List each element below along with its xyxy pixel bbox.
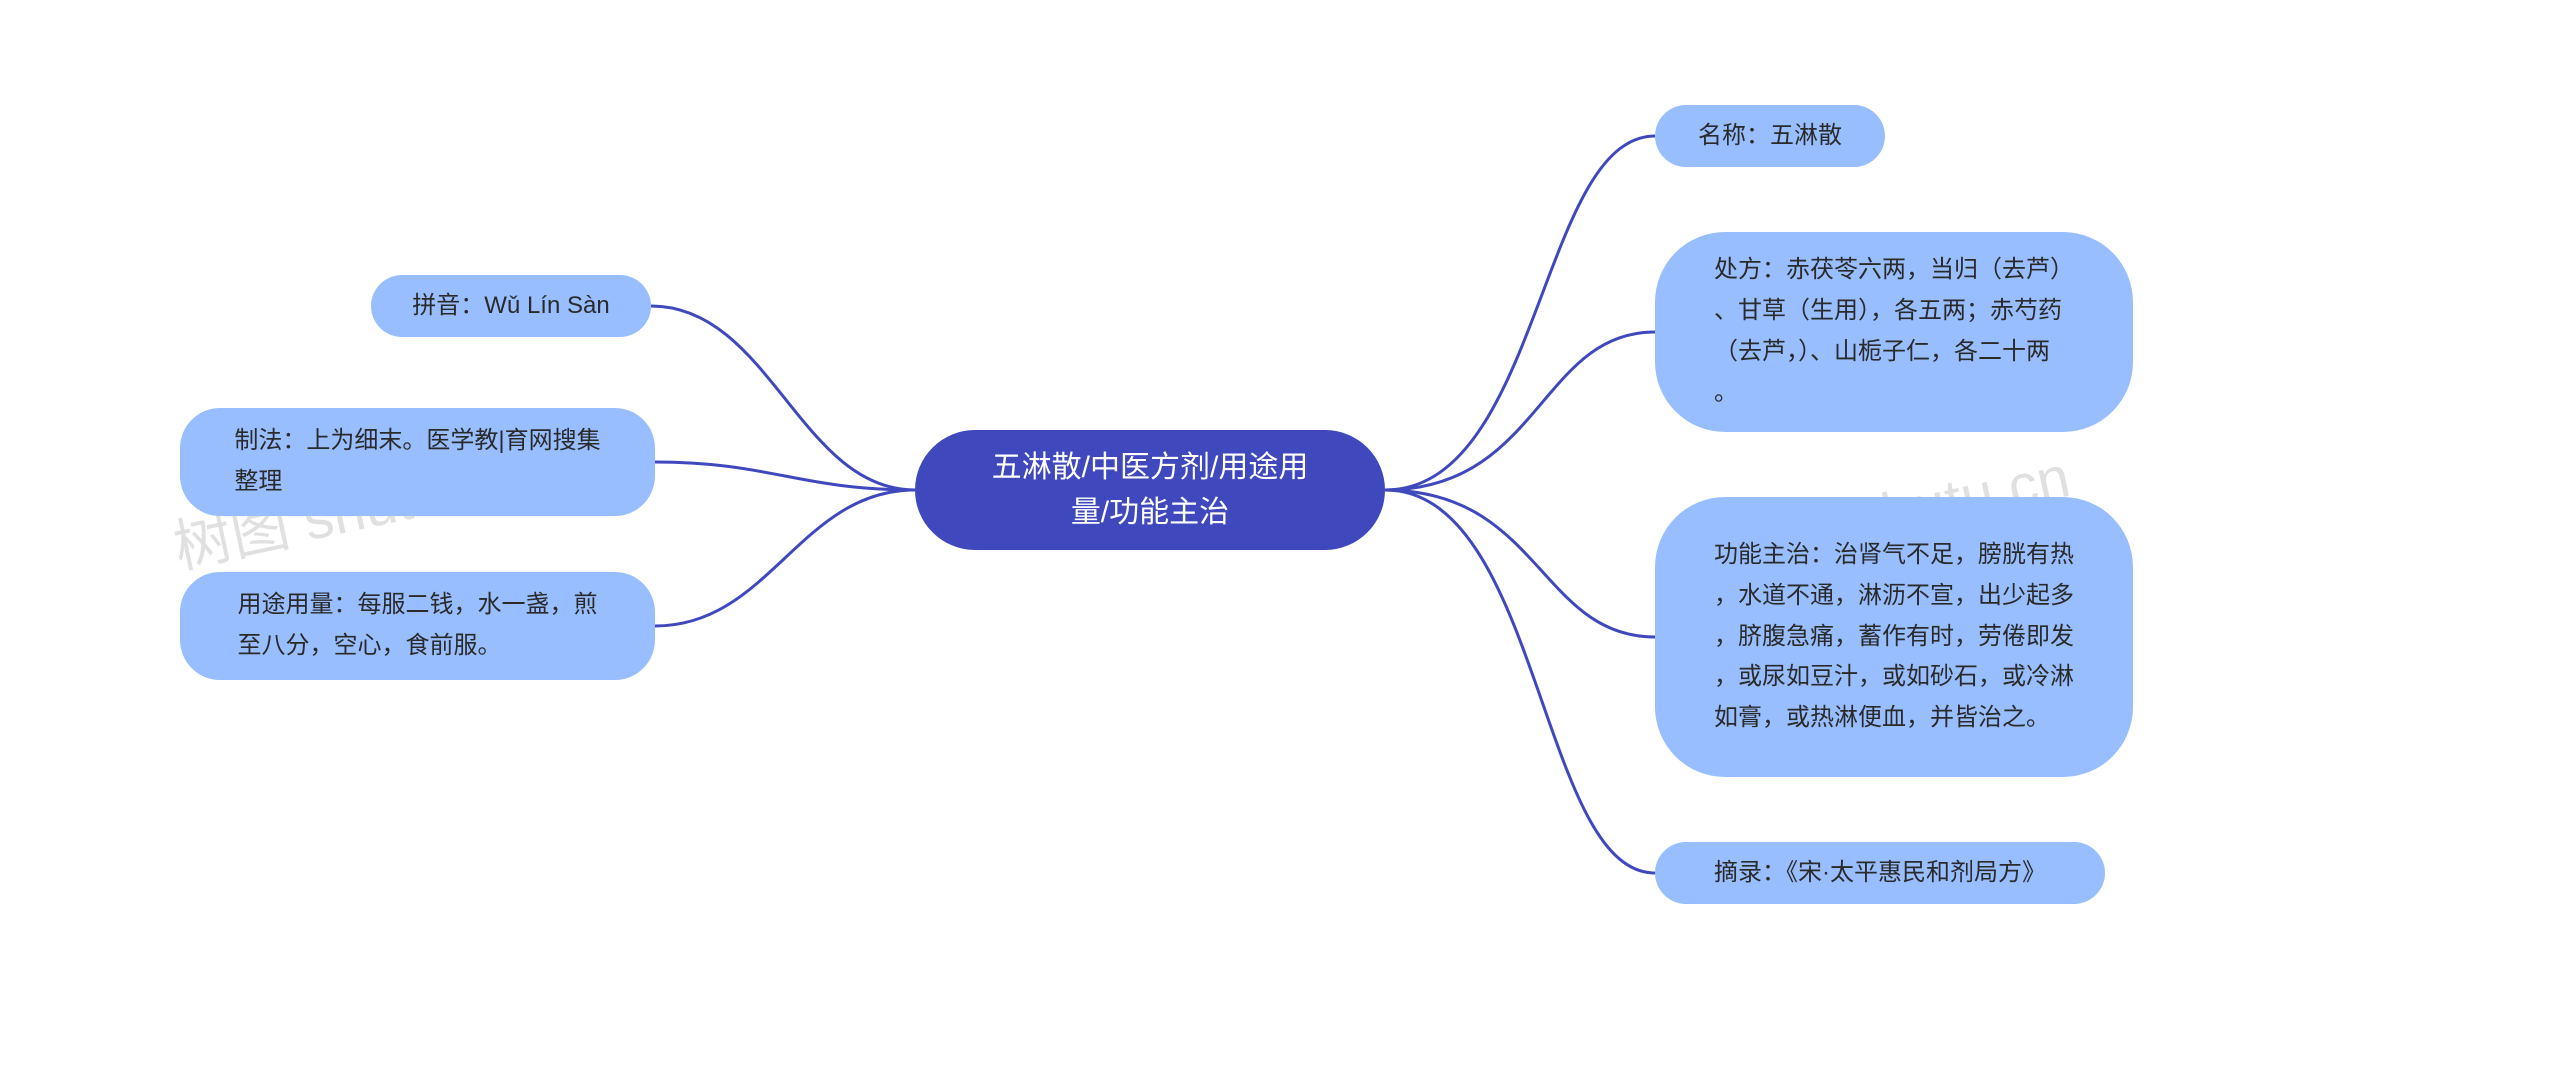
branch-function: 功能主治：治肾气不足，膀胱有热 ，水道不通，淋沥不宣，出少起多 ，脐腹急痛，蓄作… xyxy=(1655,497,2133,777)
branch-text: 名称：五淋散 xyxy=(1698,116,1842,157)
branch-text: 处方：赤茯苓六两，当归（去芦） 、甘草（生用），各五两；赤芍药 （去芦，）、山栀… xyxy=(1714,250,2074,413)
branch-text: 用途用量：每服二钱，水一盏，煎 至八分，空心，食前服。 xyxy=(238,585,598,667)
mindmap-center: 五淋散/中医方剂/用途用 量/功能主治 xyxy=(915,430,1385,550)
branch-text: 制法：上为细末。医学教|育网搜集 整理 xyxy=(234,421,600,503)
branch-text: 拼音：Wǔ Lín Sàn xyxy=(412,286,609,327)
branch-method: 制法：上为细末。医学教|育网搜集 整理 xyxy=(180,408,655,516)
center-text: 五淋散/中医方剂/用途用 量/功能主治 xyxy=(992,445,1309,535)
branch-source: 摘录：《宋·太平惠民和剂局方》 xyxy=(1655,842,2105,904)
branch-prescription: 处方：赤茯苓六两，当归（去芦） 、甘草（生用），各五两；赤芍药 （去芦，）、山栀… xyxy=(1655,232,2133,432)
branch-text: 功能主治：治肾气不足，膀胱有热 ，水道不通，淋沥不宣，出少起多 ，脐腹急痛，蓄作… xyxy=(1714,535,2074,739)
branch-usage: 用途用量：每服二钱，水一盏，煎 至八分，空心，食前服。 xyxy=(180,572,655,680)
branch-text: 摘录：《宋·太平惠民和剂局方》 xyxy=(1714,853,2046,894)
branch-name: 名称：五淋散 xyxy=(1655,105,1885,167)
branch-pinyin: 拼音：Wǔ Lín Sàn xyxy=(371,275,651,337)
